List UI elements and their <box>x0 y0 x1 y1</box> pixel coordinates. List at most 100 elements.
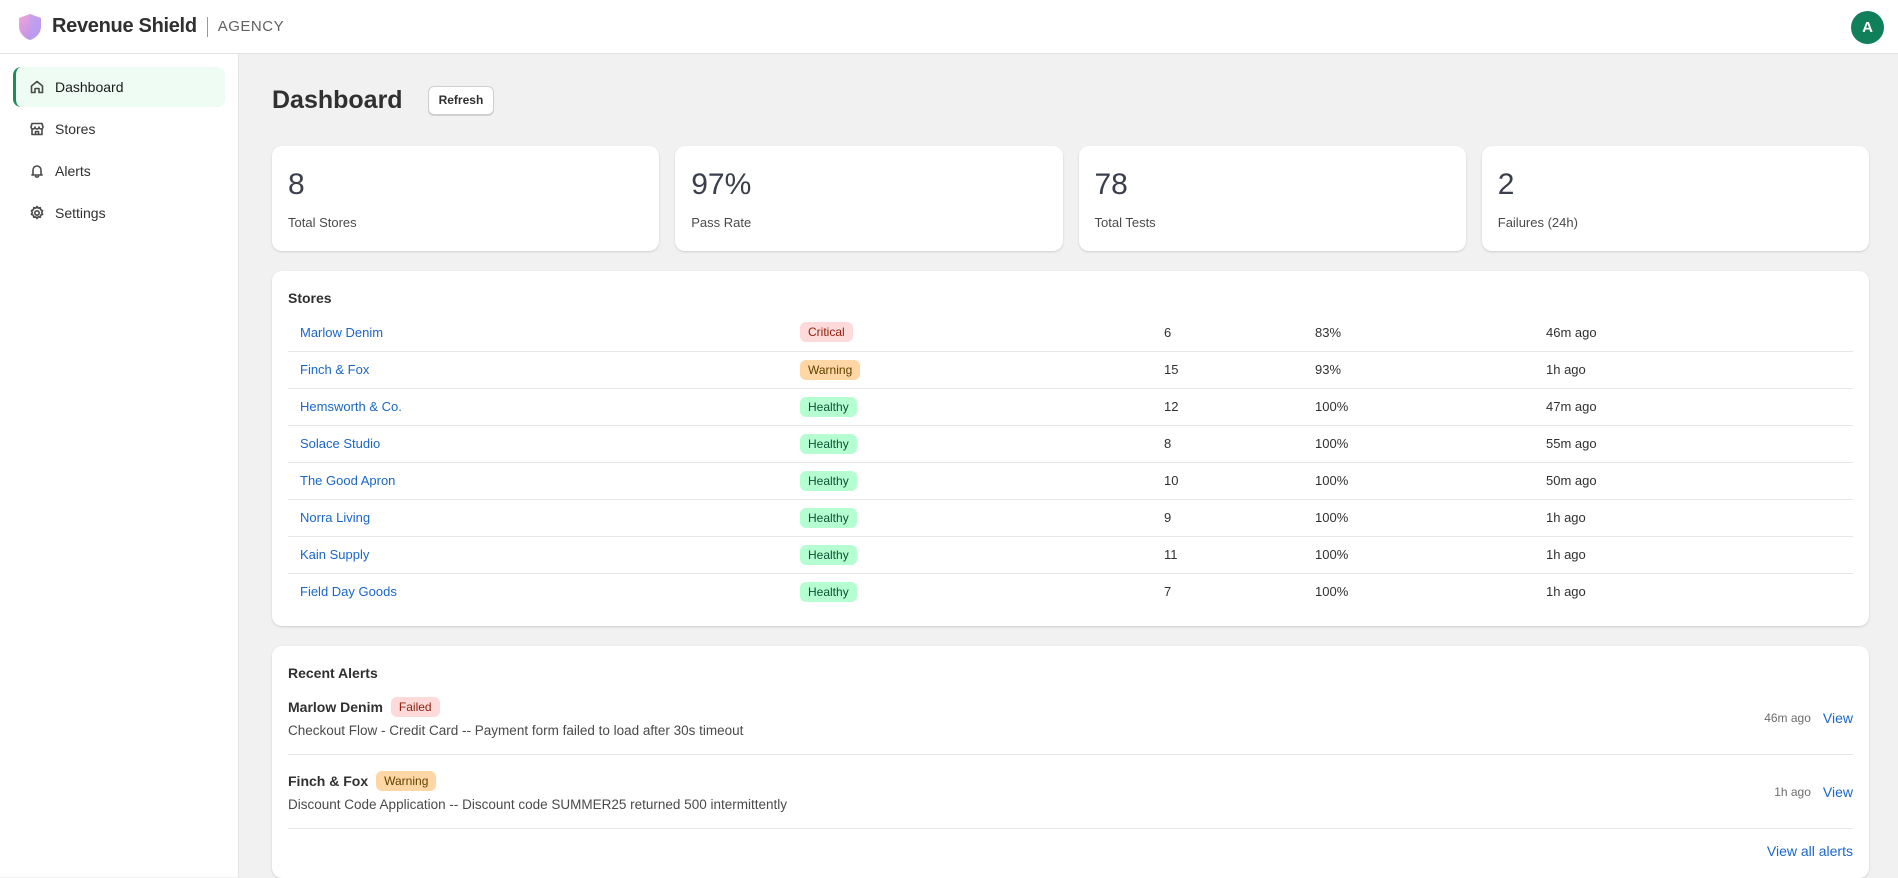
status-badge: Warning <box>800 359 861 380</box>
pass-rate: 100% <box>1315 462 1546 500</box>
store-link[interactable]: Field Day Goods <box>300 584 397 600</box>
tests-count: 10 <box>1164 462 1315 500</box>
table-row[interactable]: Norra Living Healthy 9 100% 1h ago <box>288 499 1853 537</box>
last-run: 1h ago <box>1546 351 1853 389</box>
alert-store-name: Finch & Fox <box>288 773 369 789</box>
view-all-alerts-link[interactable]: View all alerts <box>1766 843 1853 859</box>
home-icon <box>30 80 44 94</box>
last-run: 46m ago <box>1546 314 1853 352</box>
recent-alerts-card: Recent Alerts Marlow Denim Failed Checko… <box>272 646 1869 878</box>
stores-table: Marlow Denim Critical 6 83% 46m ago Finc… <box>288 314 1853 610</box>
stat-label: Total Stores <box>288 215 357 230</box>
stat-label: Failures (24h) <box>1497 215 1578 230</box>
alert-item: Finch & Fox Warning Discount Code Applic… <box>288 755 1853 829</box>
table-row[interactable]: The Good Apron Healthy 10 100% 50m ago <box>288 462 1853 500</box>
table-row[interactable]: Field Day Goods Healthy 7 100% 1h ago <box>288 573 1853 610</box>
view-alert-link[interactable]: View <box>1822 783 1853 800</box>
store-link[interactable]: Solace Studio <box>300 436 381 451</box>
table-row[interactable]: Hemsworth & Co. Healthy 12 100% 47m ago <box>288 388 1853 426</box>
shield-logo-icon <box>19 13 41 40</box>
last-run: 1h ago <box>1546 536 1853 574</box>
tests-count: 7 <box>1164 584 1172 600</box>
store-link[interactable]: The Good Apron <box>300 473 396 488</box>
stat-label: Total Tests <box>1094 215 1156 230</box>
status-badge: Healthy <box>800 507 857 528</box>
sidebar-item-dashboard[interactable]: Dashboard <box>13 67 225 107</box>
alert-time: 46m ago <box>1764 710 1811 725</box>
alert-item: Marlow Denim Failed Checkout Flow - Cred… <box>288 681 1853 755</box>
last-run: 47m ago <box>1546 388 1853 426</box>
stat-card-total-tests: 78 Total Tests <box>1078 146 1466 251</box>
stat-label: Pass Rate <box>691 215 752 230</box>
status-badge: Healthy <box>800 433 857 454</box>
status-badge: Failed <box>390 697 440 717</box>
refresh-button[interactable]: Refresh <box>427 85 495 115</box>
sidebar-item-label: Alerts <box>55 163 91 179</box>
store-icon <box>30 122 44 136</box>
stat-card-pass-rate: 97% Pass Rate <box>675 146 1063 251</box>
last-run: 55m ago <box>1546 425 1853 463</box>
table-row[interactable]: Marlow Denim Critical 6 83% 46m ago <box>288 314 1853 352</box>
tests-count: 8 <box>1164 425 1315 463</box>
sidebar-item-label: Dashboard <box>55 79 124 95</box>
store-link[interactable]: Hemsworth & Co. <box>300 399 402 414</box>
sidebar: Dashboard Stores Alerts Settings <box>0 54 239 877</box>
alert-message: Discount Code Application -- Discount co… <box>288 797 787 812</box>
tests-count: 11 <box>1164 536 1315 574</box>
store-link[interactable]: Marlow Denim <box>300 324 384 340</box>
brand-divider <box>206 16 208 37</box>
store-link[interactable]: Finch & Fox <box>300 362 370 377</box>
status-badge: Critical <box>800 322 853 343</box>
status-badge: Healthy <box>800 544 857 565</box>
last-run: 50m ago <box>1546 462 1853 500</box>
pass-rate: 100% <box>1315 425 1546 463</box>
tests-count: 15 <box>1164 351 1315 389</box>
sidebar-item-settings[interactable]: Settings <box>13 193 225 233</box>
stat-value: 8 <box>288 168 305 201</box>
store-link[interactable]: Norra Living <box>300 510 371 525</box>
table-row[interactable]: Kain Supply Healthy 11 100% 1h ago <box>288 536 1853 574</box>
bell-icon <box>31 165 43 178</box>
pass-rate: 100% <box>1315 584 1349 600</box>
alert-message: Checkout Flow - Credit Card -- Payment f… <box>288 723 744 738</box>
sidebar-item-label: Settings <box>55 205 106 221</box>
alert-store-name: Marlow Denim <box>288 699 383 715</box>
stat-value: 97% <box>691 168 752 201</box>
sidebar-item-label: Stores <box>55 121 96 137</box>
logo[interactable]: Revenue Shield AGENCY <box>18 13 284 41</box>
store-link[interactable]: Kain Supply <box>300 547 370 562</box>
alerts-title: Recent Alerts <box>288 665 378 681</box>
stats-row: 8 Total Stores 97% Pass Rate 78 Total Te… <box>272 146 1869 251</box>
sidebar-item-stores[interactable]: Stores <box>13 109 225 149</box>
pass-rate: 83% <box>1315 314 1546 352</box>
brand-name: Revenue Shield <box>52 15 197 37</box>
stores-title: Stores <box>288 290 332 306</box>
status-badge: Healthy <box>800 470 857 491</box>
tests-count: 6 <box>1164 314 1315 352</box>
stat-value: 78 <box>1094 168 1128 201</box>
top-bar: Revenue Shield AGENCY A <box>0 0 1898 54</box>
last-run: 1h ago <box>1546 584 1586 600</box>
tests-count: 12 <box>1164 388 1315 426</box>
table-row[interactable]: Solace Studio Healthy 8 100% 55m ago <box>288 425 1853 463</box>
alert-time: 1h ago <box>1774 784 1811 799</box>
avatar[interactable]: A <box>1851 11 1884 44</box>
tests-count: 9 <box>1164 499 1315 537</box>
sidebar-item-alerts[interactable]: Alerts <box>13 151 225 191</box>
stat-card-failures: 2 Failures (24h) <box>1481 146 1869 251</box>
main-content: Dashboard Refresh 8 Total Stores 97% Pas… <box>272 54 1869 878</box>
status-badge: Warning <box>376 771 437 791</box>
status-badge: Healthy <box>800 581 857 602</box>
pass-rate: 100% <box>1315 536 1546 574</box>
stat-card-total-stores: 8 Total Stores <box>272 146 660 251</box>
stores-card: Stores Marlow Denim Critical 6 83% 46m a… <box>272 271 1869 626</box>
table-row[interactable]: Finch & Fox Warning 15 93% 1h ago <box>288 351 1853 389</box>
pass-rate: 100% <box>1315 388 1546 426</box>
stat-value: 2 <box>1497 168 1515 201</box>
view-alert-link[interactable]: View <box>1822 709 1853 726</box>
brand-subtitle: AGENCY <box>217 18 285 35</box>
gear-icon <box>30 205 44 220</box>
status-badge: Healthy <box>800 396 857 417</box>
page-title: Dashboard <box>272 85 403 114</box>
pass-rate: 100% <box>1315 499 1546 537</box>
